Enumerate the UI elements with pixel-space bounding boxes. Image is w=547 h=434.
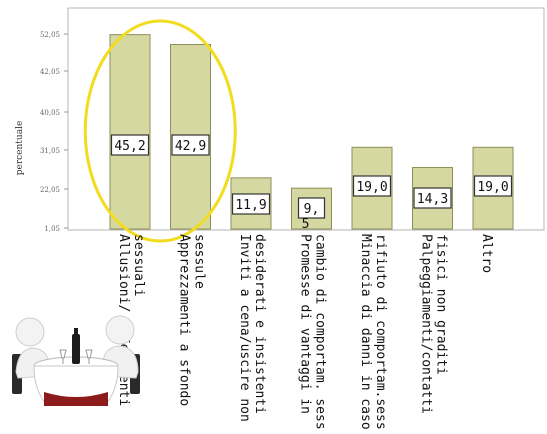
y-ticks: 52,05 42,05 40,05 31,05 22,05 1,05: [40, 31, 68, 233]
data-label-box: [297, 197, 326, 219]
data-label-box: [171, 134, 210, 156]
y-axis-label: percentuale: [15, 121, 25, 176]
category-label: Altro: [479, 234, 494, 273]
category-label: rifiuto di comportam.sess: [373, 234, 388, 430]
category-label: sessule: [192, 234, 207, 289]
category-label: Inviti a cena/uscire non: [237, 234, 252, 422]
data-label: 45,2: [114, 139, 145, 154]
plot-frame: [67, 7, 545, 231]
category-label: desiderati e insistenti: [252, 234, 267, 414]
data-label: 14,3: [417, 192, 448, 207]
data-label-box: [473, 175, 513, 197]
category-label: Palpeggiamenti/contatti: [419, 234, 434, 414]
y-tick-label: 22,05: [40, 186, 60, 194]
category-label: sessuali: [131, 234, 146, 297]
dinner-date-icon: [12, 315, 140, 406]
category-label: Apprezzamenti a sfondo: [177, 234, 192, 406]
data-label: 19,0: [477, 180, 508, 195]
y-tick-label: 1,05: [44, 225, 60, 233]
y-tick-label: 40,05: [40, 109, 60, 117]
data-label: 19,0: [356, 180, 387, 195]
data-label-box: [352, 175, 392, 197]
data-label: 11,9: [235, 198, 266, 213]
highlight-ellipse: [83, 19, 237, 243]
y-tick-label: 42,05: [40, 68, 60, 76]
data-label-box: [231, 193, 271, 215]
category-label: fisici non graditi: [434, 234, 449, 375]
category-label: Promesse di vantaggi in: [298, 234, 313, 414]
y-tick-label: 52,05: [40, 31, 60, 39]
data-label: 42,9: [175, 139, 206, 154]
data-labels: 45,2 42,9 11,9 9,5 19,0 14,3 19,0: [110, 134, 513, 232]
data-label-box: [413, 187, 452, 209]
category-label: cambio di comportam. sess: [313, 234, 328, 430]
category-label: Minaccia di danni in caso di: [358, 234, 373, 434]
data-label-box: [110, 134, 150, 156]
data-label-overflow: 5: [302, 217, 310, 232]
bar: [109, 34, 151, 230]
category-labels: Allusioni/ riferimentisessualiApprezzame…: [116, 234, 494, 434]
data-label: 9,: [304, 202, 320, 217]
y-tick-label: 31,05: [40, 147, 60, 155]
